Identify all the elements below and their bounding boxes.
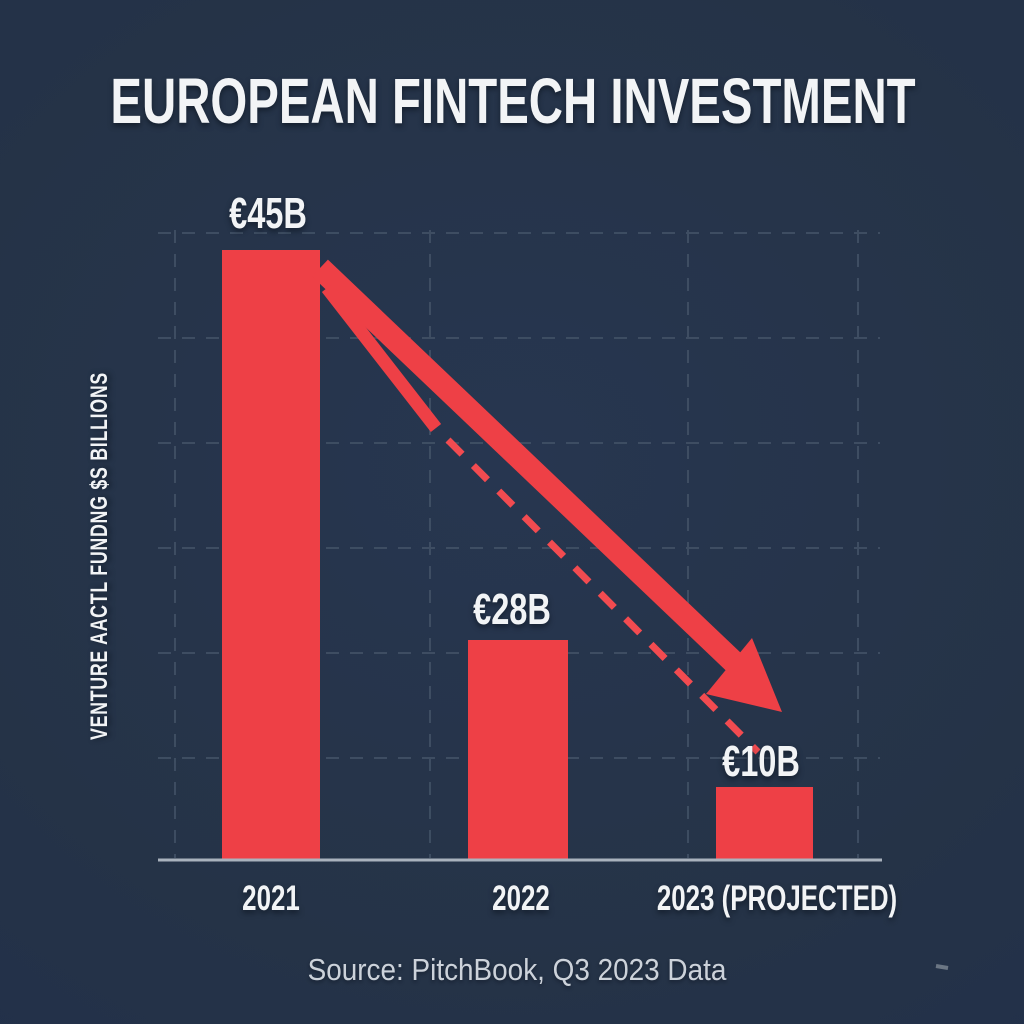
chart-title-text: EUROPEAN FINTECH INVESTMENT	[110, 65, 916, 137]
value-label-2022: €28B	[459, 585, 564, 635]
bar-2023	[716, 787, 813, 860]
value-label-2021-text: €45B	[229, 189, 307, 238]
artifact-dash	[935, 964, 949, 970]
bar-2022	[468, 640, 568, 860]
value-label-2023: €10B	[708, 737, 813, 787]
bars	[222, 250, 813, 860]
source-caption-text: Source: PitchBook, Q3 2023 Data	[307, 952, 727, 987]
x-tick-label-2022-text: 2022	[492, 879, 550, 918]
value-label-2021: €45B	[215, 189, 320, 239]
x-tick-label-2021: 2021	[232, 879, 310, 919]
bar-2021	[222, 250, 320, 860]
dashed-projection-arrow	[445, 437, 761, 755]
y-axis-label-text: VENTURE AACTL FUNDNG $S BILLIONS	[86, 371, 113, 741]
y-axis-label: VENTURE AACTL FUNDNG $S BILLIONS	[86, 307, 114, 804]
source-caption: Source: PitchBook, Q3 2023 Data	[284, 952, 749, 988]
value-label-2022-text: €28B	[473, 585, 551, 634]
chart-title: EUROPEAN FINTECH INVESTMENT	[0, 64, 1024, 138]
x-tick-label-2023: 2023 (PROJECTED)	[615, 879, 940, 919]
solid-decline-arrow-shaft	[312, 259, 748, 677]
x-tick-label-2022: 2022	[482, 879, 560, 919]
x-tick-label-2023-text: 2023 (PROJECTED)	[656, 879, 898, 918]
thin-arrow-stroke	[321, 284, 442, 432]
value-label-2023-text: €10B	[722, 737, 800, 786]
x-tick-label-2021-text: 2021	[242, 879, 300, 918]
solid-decline-arrow-head	[706, 638, 782, 712]
